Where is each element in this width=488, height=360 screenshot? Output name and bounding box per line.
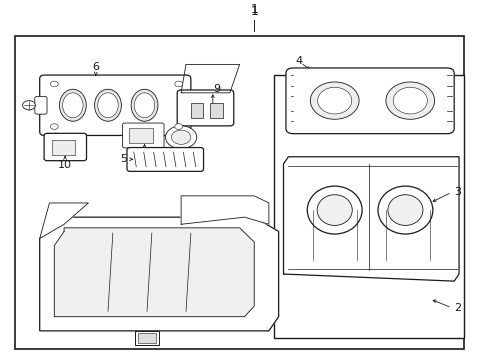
Ellipse shape <box>387 195 422 225</box>
Circle shape <box>50 124 58 129</box>
Polygon shape <box>181 64 239 93</box>
Text: 4: 4 <box>295 56 302 66</box>
Polygon shape <box>40 217 278 331</box>
Polygon shape <box>181 196 268 224</box>
Ellipse shape <box>134 93 155 118</box>
Ellipse shape <box>98 93 118 118</box>
FancyBboxPatch shape <box>177 90 233 126</box>
Text: 8: 8 <box>141 148 148 158</box>
Ellipse shape <box>131 89 158 121</box>
Text: 1: 1 <box>250 4 258 17</box>
FancyBboxPatch shape <box>35 96 47 114</box>
Circle shape <box>174 124 182 129</box>
Ellipse shape <box>60 89 86 121</box>
Text: 5: 5 <box>120 154 127 164</box>
Bar <box>210 103 222 118</box>
Ellipse shape <box>310 82 358 119</box>
Ellipse shape <box>306 186 362 234</box>
Bar <box>135 331 159 345</box>
Polygon shape <box>40 203 88 238</box>
Text: 9: 9 <box>212 84 220 94</box>
Ellipse shape <box>317 195 351 225</box>
FancyBboxPatch shape <box>44 133 86 161</box>
Text: 2: 2 <box>453 303 460 313</box>
Text: 3: 3 <box>453 187 460 197</box>
Bar <box>190 103 203 118</box>
Bar <box>129 128 153 143</box>
Bar <box>52 140 75 155</box>
Bar <box>138 333 156 343</box>
Text: 1: 1 <box>250 5 258 18</box>
FancyBboxPatch shape <box>127 148 203 171</box>
Circle shape <box>22 101 35 110</box>
Text: 6: 6 <box>92 62 99 72</box>
Ellipse shape <box>62 93 83 118</box>
Circle shape <box>165 126 196 149</box>
Circle shape <box>174 81 182 87</box>
FancyBboxPatch shape <box>178 96 190 114</box>
FancyBboxPatch shape <box>40 75 190 135</box>
Ellipse shape <box>377 186 432 234</box>
Bar <box>273 75 463 338</box>
Bar <box>15 36 463 348</box>
Circle shape <box>171 130 190 144</box>
Ellipse shape <box>317 87 351 114</box>
Text: 7: 7 <box>188 159 195 170</box>
Polygon shape <box>54 228 254 317</box>
FancyBboxPatch shape <box>285 68 453 134</box>
Ellipse shape <box>392 87 427 114</box>
Ellipse shape <box>94 89 121 121</box>
Polygon shape <box>283 157 458 281</box>
Text: 10: 10 <box>58 160 72 170</box>
FancyBboxPatch shape <box>122 123 163 148</box>
Ellipse shape <box>385 82 434 119</box>
Circle shape <box>50 81 58 87</box>
